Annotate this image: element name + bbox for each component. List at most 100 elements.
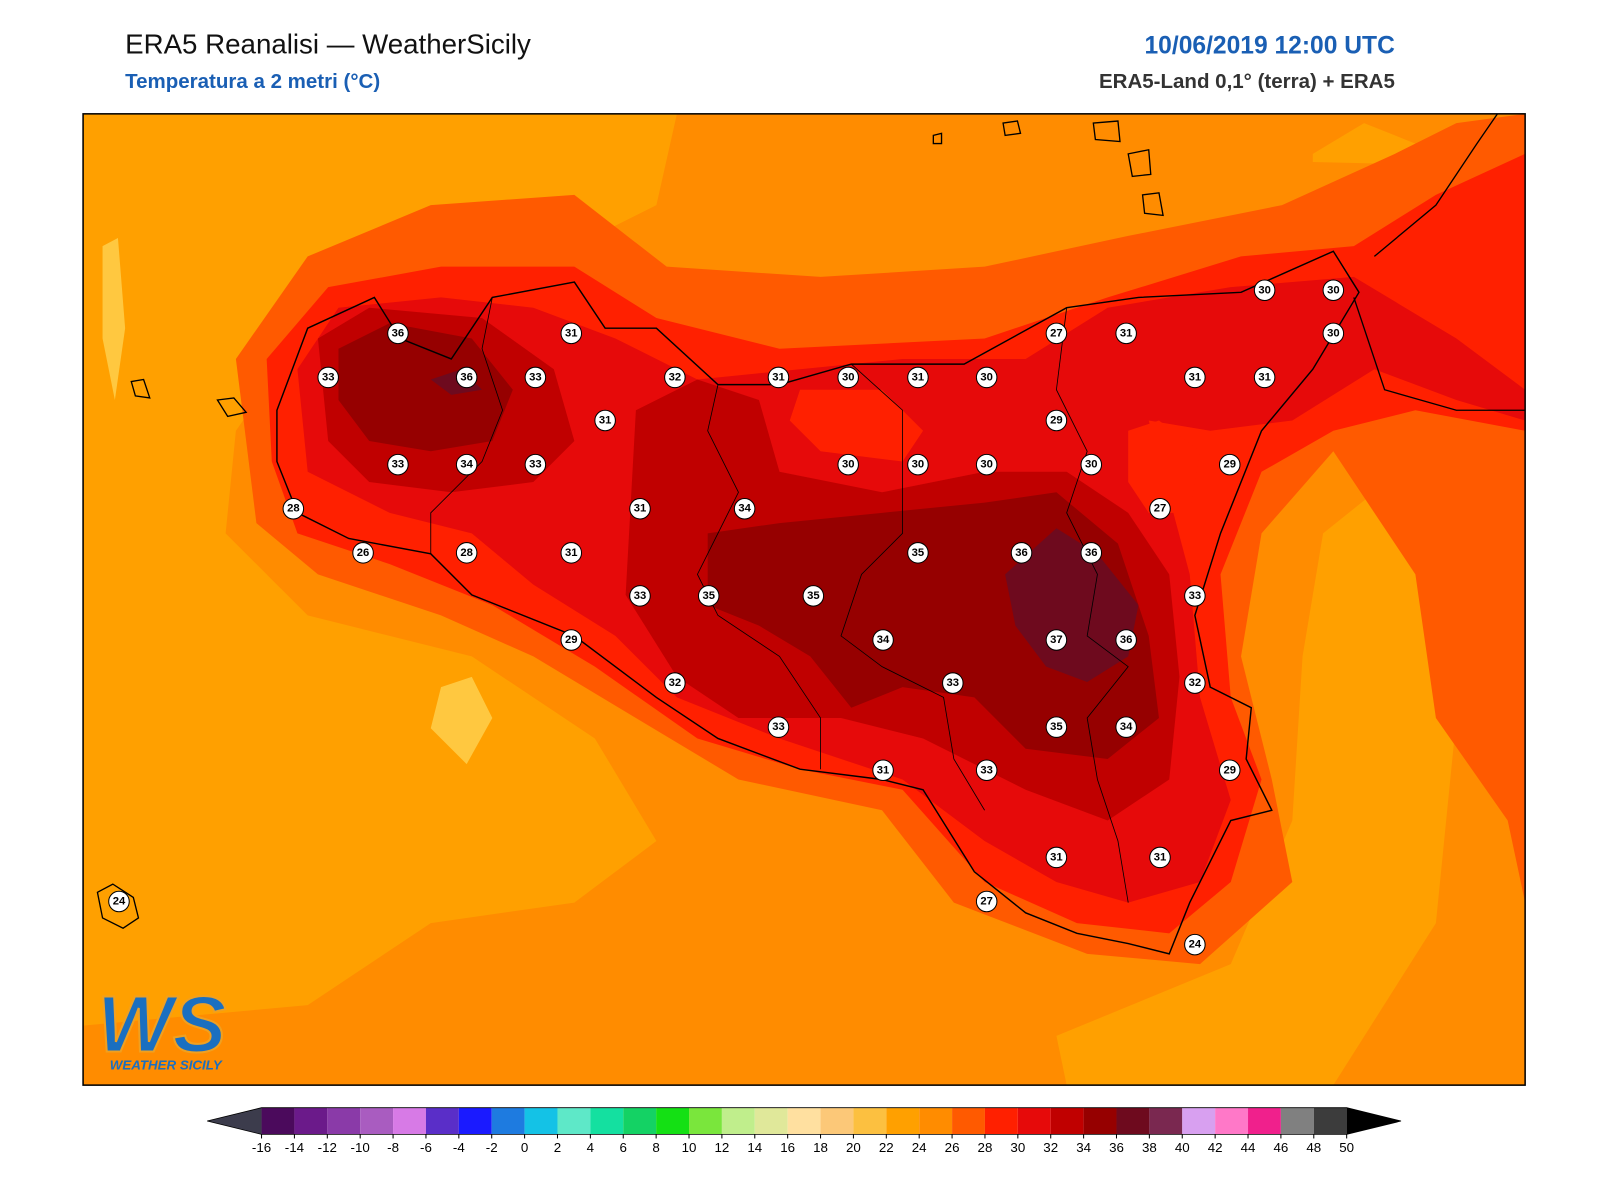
station-marker (733, 497, 756, 520)
colorbar-box (590, 1107, 624, 1135)
station-marker (1045, 629, 1068, 651)
colorbar-tick-label: 6 (620, 1140, 627, 1155)
station-value: 31 (1050, 851, 1063, 863)
station-marker (802, 585, 825, 607)
station-marker (1184, 672, 1206, 694)
station-value: 32 (669, 371, 682, 383)
colorbar-tick-label: 28 (978, 1140, 993, 1155)
station-marker (907, 453, 929, 476)
station-marker (1045, 716, 1068, 738)
colorbar-box (721, 1107, 755, 1135)
station-value: 33 (634, 590, 647, 602)
station-value: 29 (565, 634, 578, 646)
station-marker (1010, 542, 1033, 564)
colorbar-tick-label: -12 (318, 1140, 337, 1155)
station-marker (664, 672, 686, 694)
date: 10/06/2019 12:00 UTC (1144, 32, 1395, 59)
colorbar-tick-label: 44 (1241, 1140, 1256, 1155)
colorbar-box (393, 1107, 426, 1135)
colorbar-tick-label: 30 (1010, 1140, 1025, 1155)
contour-22 (1056, 492, 1457, 1086)
colorbar-box (557, 1107, 591, 1135)
colorbar-tick-label: 38 (1142, 1140, 1157, 1155)
station-value: 30 (1258, 284, 1271, 296)
station-marker (664, 366, 686, 389)
colorbar-box (360, 1107, 394, 1135)
station-marker (837, 453, 859, 476)
colorbar-tick-label: -14 (285, 1140, 305, 1155)
colorbar-box (294, 1107, 328, 1135)
station-value: 33 (980, 764, 993, 776)
station-value: 33 (772, 721, 785, 733)
islands (96, 120, 1164, 929)
station-marker (1218, 759, 1241, 782)
colorbar-tick-label: 24 (912, 1140, 927, 1155)
station-marker (1218, 453, 1241, 476)
station-value: 30 (912, 459, 925, 471)
colorbar-tick-label: 8 (652, 1140, 659, 1155)
colorbar-tick-label: -16 (252, 1140, 271, 1155)
colorbar-tick-label: -10 (351, 1140, 370, 1155)
colorbar-tick-label: 20 (846, 1140, 861, 1155)
station-value: 32 (669, 677, 682, 689)
station-marker (975, 366, 998, 389)
station-value: 29 (1223, 459, 1236, 471)
station-value: 34 (460, 459, 473, 471)
station-marker (317, 366, 339, 389)
station-marker (1149, 497, 1171, 520)
colorbar-box (820, 1107, 854, 1135)
station-marker (942, 672, 964, 694)
colorbar-box (1083, 1107, 1117, 1135)
station-marker (560, 542, 583, 564)
colorbar-tick-label: 12 (714, 1140, 729, 1155)
station-marker (282, 497, 305, 520)
colorbar-over (1346, 1107, 1402, 1135)
title: ERA5 Reanalisi — WeatherSicily (125, 28, 531, 59)
colorbar-box (1017, 1107, 1051, 1135)
colorbar-box (1116, 1107, 1150, 1135)
station-value: 30 (980, 371, 993, 383)
colorbar-box (787, 1107, 821, 1135)
colorbar-tick-label: 50 (1339, 1140, 1354, 1155)
station-value: 35 (912, 547, 925, 559)
station-marker (629, 497, 651, 520)
station-marker (1322, 322, 1345, 345)
colorbar-box (1149, 1107, 1183, 1135)
colorbar-box (524, 1107, 558, 1135)
station-marker (1149, 846, 1171, 869)
colorbar-box (1182, 1107, 1216, 1135)
station-value: 31 (912, 371, 925, 383)
colorbar-tick-label: 4 (587, 1140, 595, 1155)
station-marker (907, 366, 929, 389)
station-value: 29 (1223, 764, 1236, 776)
subtitle: Temperatura a 2 metri (°C) (125, 70, 380, 93)
station-value: 30 (1327, 284, 1340, 296)
colorbar-box (656, 1107, 690, 1135)
station-marker (872, 629, 894, 651)
colorbar-tick-label: 18 (813, 1140, 828, 1155)
colorbar-under (207, 1107, 262, 1135)
colorbar-tick-label: 34 (1076, 1140, 1091, 1155)
colorbar-tick-label: -6 (420, 1140, 432, 1155)
station-value: 27 (1050, 327, 1063, 339)
station-value: 33 (1189, 590, 1202, 602)
station-marker (767, 716, 790, 738)
colorbar-box (952, 1107, 985, 1135)
station-value: 36 (460, 371, 473, 383)
contour-20 (102, 237, 493, 765)
station-value: 31 (1120, 327, 1133, 339)
station-value: 34 (1120, 721, 1133, 733)
station-marker (837, 366, 859, 389)
colorbar-tick-label: -4 (453, 1140, 465, 1155)
station-marker (1184, 585, 1206, 607)
station-marker (387, 322, 409, 345)
station-marker (1045, 846, 1068, 869)
station-labels: 36 31 33 36 33 32 31 30 31 30 31 33 34 33 30 30 30 30 28 31… (108, 279, 1345, 956)
colorbar-box (853, 1107, 887, 1135)
station-value: 30 (980, 459, 993, 471)
station-marker (1184, 366, 1206, 389)
station-value: 31 (1189, 371, 1202, 383)
colorbar-tick-label: 36 (1109, 1140, 1124, 1155)
